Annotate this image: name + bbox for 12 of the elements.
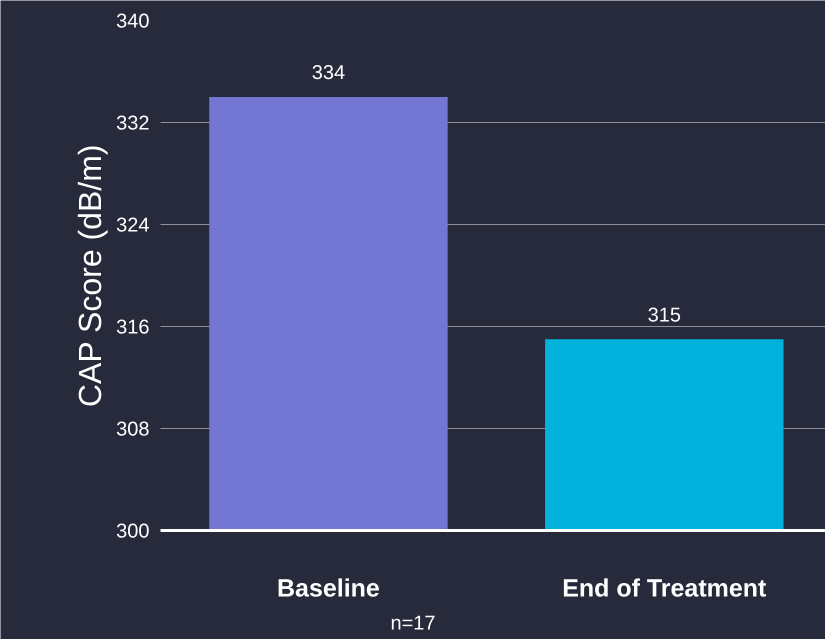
y-tick-label: 324 bbox=[116, 214, 150, 236]
x-tick-label: End of Treatment bbox=[562, 574, 768, 602]
text: n=17 bbox=[390, 612, 436, 634]
data-label: 334 bbox=[312, 62, 346, 84]
data-label: 315 bbox=[648, 304, 681, 326]
x-tick-label: Baseline bbox=[277, 574, 380, 602]
y-tick-label: 300 bbox=[116, 520, 150, 542]
y-tick-label: 308 bbox=[116, 418, 150, 440]
y-tick-label: 316 bbox=[116, 316, 150, 338]
y-tick-label: 340 bbox=[116, 10, 150, 32]
y-axis-title: CAP Score (dB/m) bbox=[72, 144, 108, 408]
y-tick-label: 332 bbox=[116, 112, 150, 134]
